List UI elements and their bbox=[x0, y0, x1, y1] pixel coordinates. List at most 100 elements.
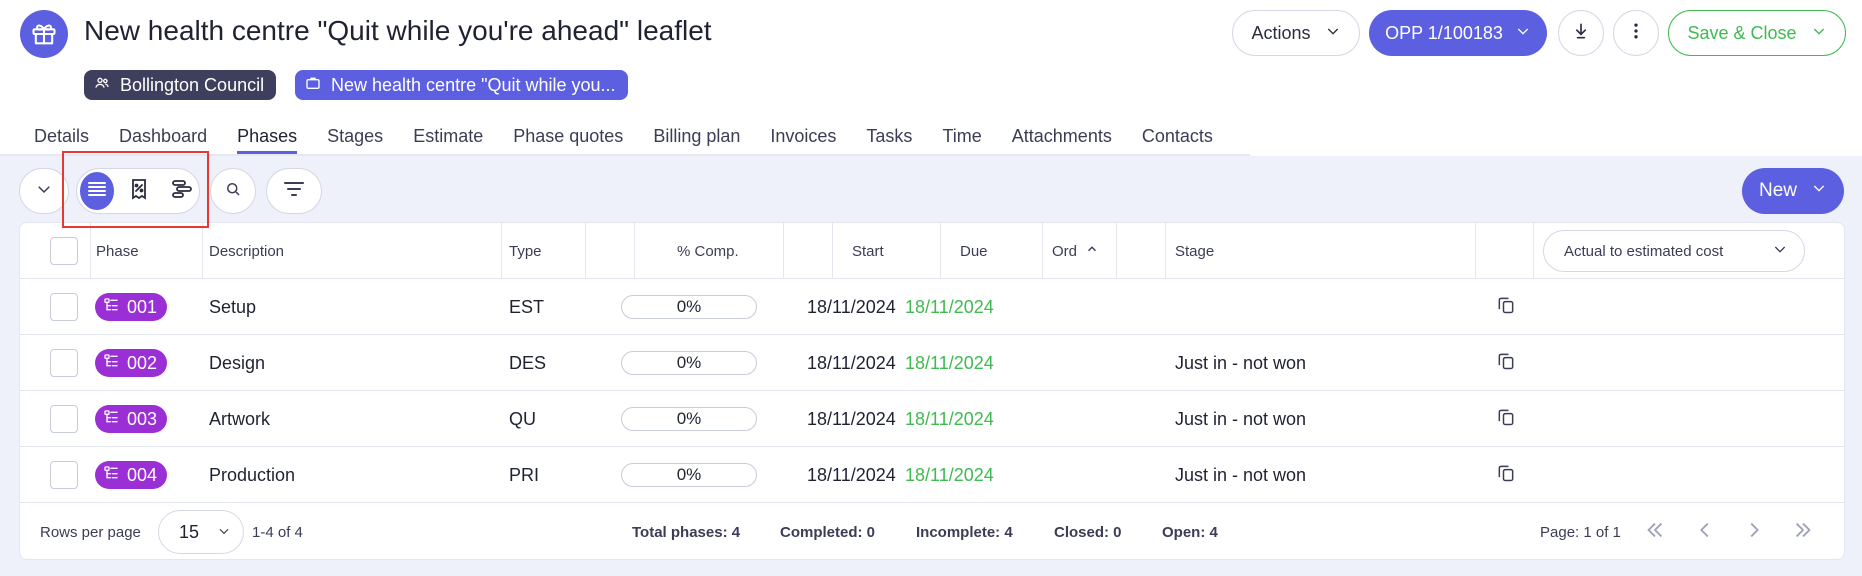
list-view-button[interactable] bbox=[80, 172, 115, 210]
stage-name: Just in - not won bbox=[1175, 352, 1307, 373]
kebab-icon bbox=[1626, 21, 1646, 46]
tab-estimate[interactable]: Estimate bbox=[413, 126, 484, 146]
column-start[interactable]: Start bbox=[852, 242, 884, 260]
actions-label: Actions bbox=[1251, 22, 1311, 43]
column-description[interactable]: Description bbox=[209, 242, 285, 260]
tab-invoices[interactable]: Invoices bbox=[770, 126, 837, 146]
column-ord[interactable]: Ord bbox=[1052, 223, 1099, 279]
filter-icon bbox=[282, 177, 306, 206]
column-comp[interactable]: % Comp. bbox=[677, 242, 739, 260]
job-chip[interactable]: New health centre "Quit while you... bbox=[295, 70, 628, 100]
column-stage[interactable]: Stage bbox=[1175, 242, 1215, 260]
stage-name: Just in - not won bbox=[1175, 408, 1307, 429]
filter-button[interactable] bbox=[266, 168, 322, 214]
client-chip[interactable]: Bollington Council bbox=[84, 70, 277, 100]
double-chevron-left-icon bbox=[1644, 519, 1666, 546]
rows-per-page-select[interactable]: 15 bbox=[158, 510, 244, 554]
due-date: 18/11/2024 bbox=[905, 296, 994, 317]
copy-button[interactable] bbox=[1496, 335, 1516, 391]
tab-stages[interactable]: Stages bbox=[327, 126, 384, 146]
row-checkbox[interactable] bbox=[50, 349, 78, 377]
phase-type: DES bbox=[509, 352, 547, 373]
column-phase[interactable]: Phase bbox=[96, 242, 139, 260]
cost-comparison-select[interactable]: Actual to estimated cost bbox=[1543, 230, 1805, 272]
tab-attachments[interactable]: Attachments bbox=[1011, 126, 1112, 146]
copy-button[interactable] bbox=[1496, 447, 1516, 503]
phase-number: 003 bbox=[127, 408, 158, 429]
more-options-button[interactable] bbox=[1613, 10, 1659, 56]
column-ord-label: Ord bbox=[1052, 242, 1078, 260]
cost-comparison-label: Actual to estimated cost bbox=[1564, 242, 1724, 260]
collapse-button[interactable] bbox=[19, 168, 69, 214]
phase-badge[interactable]: 001 bbox=[95, 293, 168, 321]
phase-badge[interactable]: 004 bbox=[95, 461, 168, 489]
tab-contacts[interactable]: Contacts bbox=[1141, 126, 1213, 146]
search-button[interactable] bbox=[210, 168, 256, 214]
actions-button[interactable]: Actions bbox=[1232, 10, 1360, 56]
briefcase-icon bbox=[305, 75, 321, 96]
copy-icon bbox=[1496, 407, 1516, 432]
select-all-checkbox[interactable] bbox=[50, 237, 78, 265]
phase-type: QU bbox=[509, 408, 536, 429]
download-button[interactable] bbox=[1558, 10, 1604, 56]
completion-progress: 0% bbox=[621, 295, 757, 319]
page-indicator: Page: 1 of 1 bbox=[1540, 523, 1621, 541]
table-row[interactable]: 001 Setup EST 0% 18/11/2024 18/11/2024 bbox=[20, 279, 1844, 335]
copy-button[interactable] bbox=[1496, 391, 1516, 447]
closed-count: Closed: 0 bbox=[1054, 523, 1122, 541]
copy-button[interactable] bbox=[1496, 279, 1516, 335]
table-row[interactable]: 002 Design DES 0% 18/11/2024 18/11/2024 Just i… bbox=[20, 335, 1844, 391]
quote-view-button[interactable] bbox=[122, 172, 156, 210]
phase-description: Production bbox=[209, 464, 296, 485]
tab-dashboard[interactable]: Dashboard bbox=[119, 126, 208, 146]
tab-tasks[interactable]: Tasks bbox=[866, 126, 913, 146]
column-type[interactable]: Type bbox=[509, 242, 542, 260]
phase-number: 002 bbox=[127, 352, 158, 373]
save-close-button[interactable]: Save & Close bbox=[1668, 10, 1846, 56]
chevron-down-icon bbox=[1515, 23, 1531, 44]
opp-label: OPP 1/100183 bbox=[1385, 22, 1503, 43]
chevron-right-icon bbox=[1743, 519, 1765, 546]
last-page-button[interactable] bbox=[1791, 520, 1815, 544]
new-button[interactable]: New bbox=[1742, 168, 1844, 214]
next-page-button[interactable] bbox=[1742, 520, 1766, 544]
previous-page-button[interactable] bbox=[1693, 520, 1717, 544]
gantt-icon bbox=[170, 177, 194, 206]
completion-progress: 0% bbox=[621, 463, 757, 487]
row-checkbox[interactable] bbox=[50, 405, 78, 433]
tab-details[interactable]: Details bbox=[34, 126, 90, 146]
table-row[interactable]: 004 Production PRI 0% 18/11/2024 18/11/2024 Ju… bbox=[20, 447, 1844, 503]
phase-tree-icon bbox=[103, 353, 119, 374]
copy-icon bbox=[1496, 351, 1516, 376]
tab-billing-plan[interactable]: Billing plan bbox=[653, 126, 741, 146]
chevron-down-icon bbox=[217, 522, 231, 543]
table-row[interactable]: 003 Artwork QU 0% 18/11/2024 18/11/2024 Just i… bbox=[20, 391, 1844, 447]
view-switcher bbox=[76, 168, 200, 214]
tab-phases[interactable]: Phases bbox=[237, 118, 298, 154]
column-due[interactable]: Due bbox=[960, 242, 988, 260]
table-footer: Rows per page 15 1-4 of 4 Total phases: … bbox=[20, 503, 1844, 559]
table-header: Phase Description Type % Comp. Start Due… bbox=[20, 223, 1844, 279]
copy-icon bbox=[1496, 295, 1516, 320]
tab-time[interactable]: Time bbox=[942, 126, 982, 146]
completion-percent: 0% bbox=[676, 297, 702, 316]
tab-bar: Details Dashboard Phases Stages Estimate… bbox=[0, 118, 1250, 156]
opp-button[interactable]: OPP 1/100183 bbox=[1369, 10, 1547, 56]
total-phases: Total phases: 4 bbox=[632, 523, 741, 541]
due-date: 18/11/2024 bbox=[905, 408, 994, 429]
phase-description: Artwork bbox=[209, 408, 271, 429]
chevron-down-icon bbox=[1811, 180, 1827, 202]
tab-phase-quotes[interactable]: Phase quotes bbox=[513, 126, 624, 146]
row-checkbox[interactable] bbox=[50, 293, 78, 321]
first-page-button[interactable] bbox=[1643, 520, 1667, 544]
phases-table: Phase Description Type % Comp. Start Due… bbox=[19, 222, 1845, 560]
phase-badge[interactable]: 003 bbox=[95, 405, 168, 433]
gantt-view-button[interactable] bbox=[165, 172, 199, 210]
phase-tree-icon bbox=[103, 409, 119, 430]
start-date: 18/11/2024 bbox=[807, 464, 896, 485]
copy-icon bbox=[1496, 463, 1516, 488]
list-icon bbox=[85, 177, 109, 206]
stage-name: Just in - not won bbox=[1175, 464, 1307, 485]
phase-badge[interactable]: 002 bbox=[95, 349, 168, 377]
row-checkbox[interactable] bbox=[50, 461, 78, 489]
